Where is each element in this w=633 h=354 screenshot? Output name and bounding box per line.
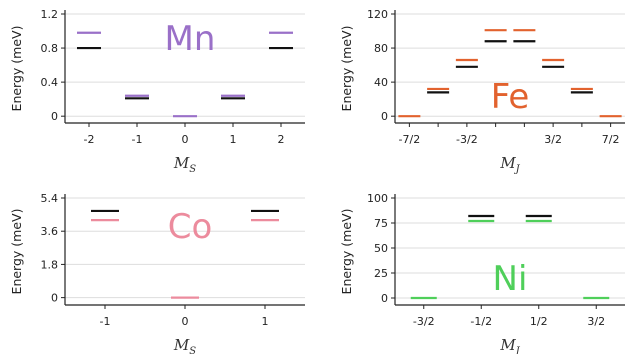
x-axis-label-subscript: S: [189, 164, 196, 175]
y-tick-label: 1.2: [41, 8, 59, 21]
x-tick-label: 1/2: [530, 315, 548, 328]
y-axis-label: Energy (meV): [339, 209, 354, 295]
x-tick-label: 0: [182, 315, 189, 328]
y-tick-label: 25: [374, 267, 388, 280]
y-axis-label: Energy (meV): [9, 26, 24, 112]
y-tick-label: 1.8: [41, 258, 59, 271]
x-tick-label: 1: [230, 133, 237, 146]
chart-panel-co: 0 1.8 3.6 5.4 -1 0 1 Energy (meV) MS Co: [9, 192, 305, 354]
x-axis-label: MS: [173, 336, 196, 354]
x-tick-label: -1: [100, 315, 111, 328]
x-axis-label: MS: [173, 154, 196, 175]
x-tick-label: 3/2: [544, 133, 562, 146]
chart-panel-ni: 0 25 50 75 100 -3/2 -1/2 1/2 3/2 Energy (meV) MJ Ni: [339, 192, 625, 354]
y-tick-label: 100: [367, 192, 388, 205]
y-tick-label: 120: [367, 8, 388, 21]
x-tick-label: -3/2: [456, 133, 478, 146]
chart-panel-mn: 0 0.4 0.8 1.2 -2 -1 0 1 2 Energy (meV) MS Mn: [9, 8, 305, 175]
x-tick-label: 2: [278, 133, 285, 146]
x-axis-label-subscript: J: [514, 346, 521, 354]
y-tick-label: 40: [374, 76, 388, 89]
x-tick-label: 0: [182, 133, 189, 146]
y-tick-label: 0.8: [41, 42, 59, 55]
x-tick-label: -2: [84, 133, 95, 146]
x-tick-label: 1: [262, 315, 269, 328]
y-tick-label: 3.6: [41, 225, 59, 238]
x-axis-label-subscript: S: [189, 346, 196, 354]
element-label: Fe: [491, 77, 530, 117]
y-tick-label: 0: [381, 110, 388, 123]
y-tick-label: 50: [374, 242, 388, 255]
element-label: Mn: [165, 19, 216, 59]
y-tick-label: 0: [51, 292, 58, 305]
x-axis-label: MJ: [499, 154, 520, 175]
y-axis-label: Energy (meV): [339, 26, 354, 112]
x-axis-label: MJ: [499, 336, 520, 354]
x-tick-label: 7/2: [602, 133, 620, 146]
x-axis-label-subscript: J: [514, 164, 521, 175]
y-tick-label: 80: [374, 42, 388, 55]
x-tick-label: -7/2: [399, 133, 421, 146]
y-tick-label: 75: [374, 217, 388, 230]
x-tick-label: -3/2: [413, 315, 435, 328]
element-label: Ni: [493, 259, 528, 299]
y-axis-label: Energy (meV): [9, 209, 24, 295]
x-tick-label: -1/2: [470, 315, 492, 328]
x-tick-label: 3/2: [587, 315, 605, 328]
y-tick-label: 0.4: [41, 76, 59, 89]
y-tick-label: 0: [381, 292, 388, 305]
x-tick-label: -1: [132, 133, 143, 146]
chart-panel-fe: 0 40 80 120 -7/2 -3/2 3/2 7/2 Energy (meV) MJ Fe: [339, 8, 625, 175]
y-tick-label: 0: [51, 110, 58, 123]
y-tick-label: 5.4: [41, 192, 59, 205]
element-label: Co: [168, 207, 213, 247]
